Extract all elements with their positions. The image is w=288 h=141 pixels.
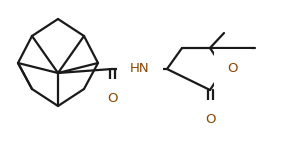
Text: O: O xyxy=(227,62,238,75)
Text: HN: HN xyxy=(130,62,150,75)
Text: O: O xyxy=(107,92,117,105)
Text: O: O xyxy=(205,113,215,126)
